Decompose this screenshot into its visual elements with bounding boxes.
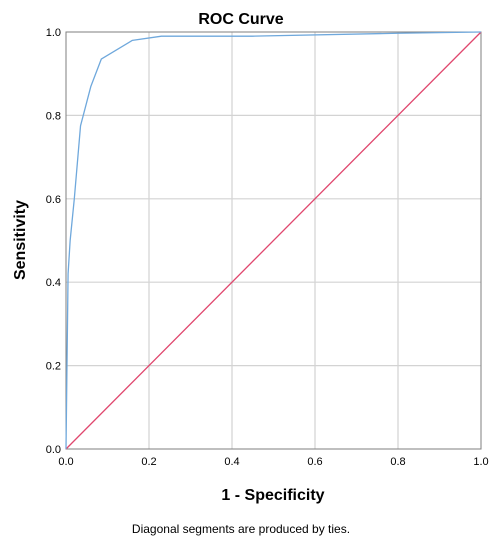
roc-curve-line: [65, 31, 482, 450]
y-tick-labels: 0.0 0.2 0.4 0.6 0.8 1.0: [46, 27, 61, 456]
chart-title: ROC Curve: [198, 11, 283, 28]
x-tick-label: 0.0: [58, 456, 73, 468]
y-tick-label: 0.2: [46, 361, 61, 373]
y-tick-label: 1.0: [46, 27, 61, 39]
x-axis-title: 1 - Specificity: [221, 487, 324, 504]
chart-footnote: Diagonal segments are produced by ties.: [132, 522, 350, 536]
y-tick-label: 0.4: [46, 277, 61, 289]
x-tick-label: 1.0: [473, 456, 488, 468]
series-lines: [65, 31, 482, 450]
y-tick-label: 0.8: [46, 110, 61, 122]
plot-frame: [65, 31, 482, 450]
grid-lines: [66, 32, 481, 449]
x-tick-label: 0.2: [141, 456, 156, 468]
x-tick-label: 0.6: [307, 456, 322, 468]
x-tick-labels: 0.0 0.2 0.4 0.6 0.8 1.0: [58, 456, 488, 468]
reference-diagonal-line: [65, 31, 482, 450]
x-tick-label: 0.4: [224, 456, 239, 468]
y-axis-title: Sensitivity: [12, 200, 29, 280]
x-tick-label: 0.8: [390, 456, 405, 468]
y-tick-label: 0.6: [46, 194, 61, 206]
y-tick-label: 0.0: [46, 444, 61, 456]
